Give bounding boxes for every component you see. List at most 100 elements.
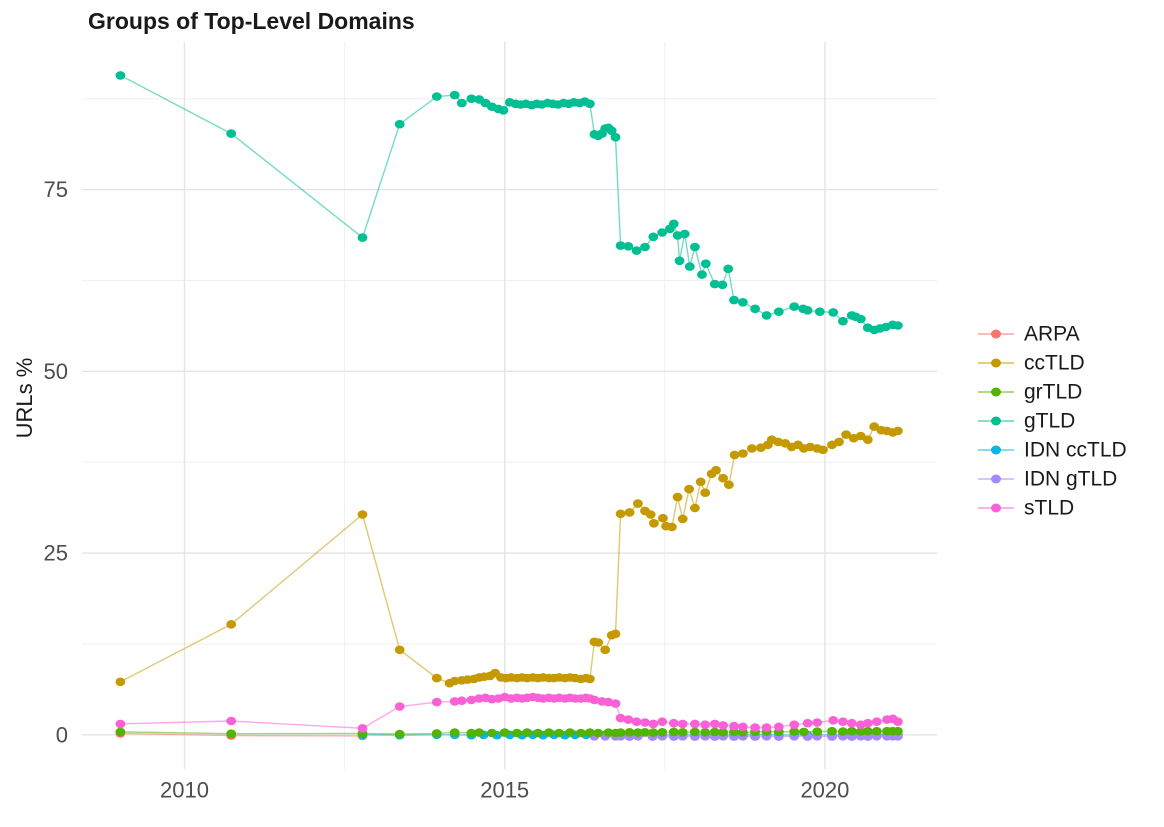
data-point — [640, 242, 650, 252]
data-point — [615, 241, 626, 250]
data-point — [544, 728, 554, 737]
data-point — [724, 480, 734, 490]
data-point — [610, 132, 621, 142]
data-point — [115, 71, 126, 80]
data-point — [554, 728, 564, 738]
data-point — [645, 510, 656, 519]
data-point — [690, 503, 700, 513]
data-point — [533, 728, 543, 738]
data-point — [115, 677, 126, 687]
data-point — [603, 728, 614, 737]
data-point — [738, 722, 748, 732]
data-point — [449, 728, 460, 737]
data-point — [738, 449, 748, 458]
data-point — [893, 726, 903, 736]
data-point — [658, 513, 668, 523]
data-point — [893, 321, 903, 330]
data-point — [700, 488, 711, 498]
data-point — [838, 717, 848, 726]
data-point — [838, 316, 848, 326]
series-grtld — [115, 726, 903, 739]
data-point — [750, 304, 760, 314]
data-point — [827, 726, 837, 736]
data-point — [657, 717, 668, 726]
series-stld — [115, 692, 903, 733]
x-tick-label: 2020 — [800, 778, 849, 803]
y-tick-label: 50 — [44, 359, 68, 384]
legend: ARPA ccTLD grTLD gTLD IDN ccTLD IDN gTLD sTLD — [978, 323, 1127, 520]
data-point — [729, 721, 739, 731]
data-point — [869, 422, 880, 431]
legend-item-stld: sTLD — [978, 497, 1074, 520]
data-point — [466, 695, 477, 705]
legend-label: ccTLD — [1024, 352, 1085, 375]
data-point — [615, 509, 626, 519]
data-point — [449, 90, 460, 100]
data-point — [610, 699, 621, 708]
data-point — [624, 728, 635, 737]
data-point — [522, 728, 532, 737]
y-tick-label: 0 — [56, 722, 68, 747]
data-point — [802, 718, 813, 728]
legend-label: gTLD — [1024, 410, 1075, 433]
data-point — [709, 727, 720, 737]
data-point — [631, 246, 642, 255]
series-gtld — [115, 71, 903, 335]
data-point — [648, 232, 659, 242]
data-point — [862, 718, 873, 728]
axis-labels: 2010 2015 2020 0 25 50 75 — [44, 177, 850, 802]
data-point — [466, 94, 477, 103]
legend-item-idn-gtld: IDN gTLD — [978, 468, 1117, 491]
data-point — [738, 298, 748, 307]
legend-label: IDN gTLD — [1024, 468, 1117, 491]
data-point — [834, 437, 844, 447]
data-point — [862, 726, 873, 736]
data-point — [466, 728, 477, 738]
data-point — [674, 256, 685, 266]
data-point — [498, 106, 509, 115]
data-point — [846, 726, 857, 736]
data-point — [357, 724, 368, 733]
data-point — [695, 477, 706, 487]
data-point — [668, 727, 679, 737]
data-point — [718, 473, 728, 483]
legend-key-dot — [991, 445, 1001, 455]
data-point — [812, 718, 823, 727]
y-axis-title: URLs % — [12, 358, 37, 439]
data-point — [640, 718, 650, 727]
data-point — [761, 311, 772, 320]
series-line — [120, 425, 899, 684]
data-point — [729, 295, 739, 305]
data-point — [717, 280, 728, 290]
data-point — [431, 92, 442, 101]
data-point — [667, 522, 677, 532]
data-point — [700, 259, 711, 269]
data-point — [789, 727, 800, 736]
data-point — [700, 720, 711, 729]
data-point — [431, 729, 442, 738]
data-point — [747, 444, 757, 453]
data-point — [828, 716, 839, 725]
data-point — [802, 306, 813, 315]
data-point — [565, 728, 575, 737]
data-point — [893, 426, 903, 436]
data-point — [600, 645, 611, 655]
data-point — [589, 695, 600, 705]
legend-item-gtld: gTLD — [978, 410, 1075, 433]
data-point — [789, 302, 800, 311]
data-point — [684, 262, 695, 271]
data-point — [449, 697, 460, 706]
legend-key-dot — [991, 474, 1001, 484]
data-point — [431, 673, 442, 683]
data-point — [677, 514, 688, 524]
data-point — [648, 719, 659, 729]
data-point — [593, 728, 604, 738]
x-tick-label: 2015 — [480, 778, 529, 803]
data-point — [226, 129, 237, 138]
data-point — [593, 638, 604, 647]
legend-item-cctld: ccTLD — [978, 352, 1085, 375]
data-point — [700, 728, 711, 737]
data-point — [668, 219, 679, 229]
data-point — [871, 717, 882, 726]
